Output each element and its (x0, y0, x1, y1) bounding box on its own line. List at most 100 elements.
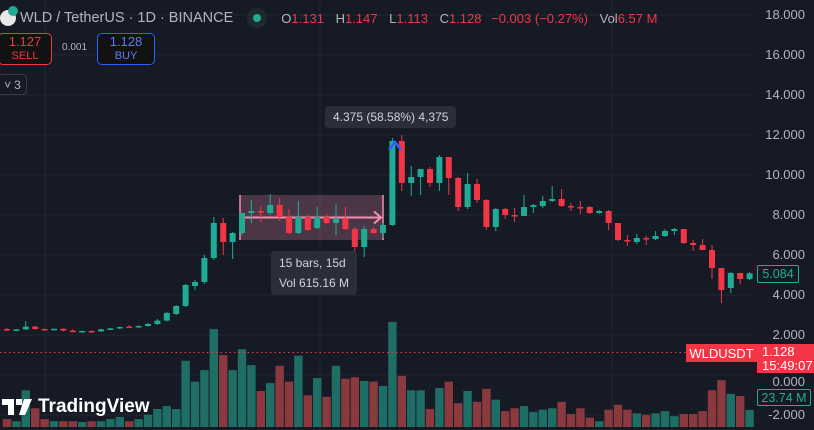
volume-bar (576, 408, 585, 427)
candle-body (417, 169, 424, 177)
candle-body (502, 209, 509, 215)
volume-bar (444, 381, 453, 427)
candle-body (530, 205, 537, 207)
candle (568, 203, 574, 211)
symbol-title[interactable]: WLD / TetherUS · 1D · BINANCE (20, 10, 234, 26)
volume-bar (96, 421, 106, 427)
grid-lines (0, 0, 752, 430)
candle (22, 321, 29, 330)
candle (248, 200, 255, 223)
candle (455, 177, 462, 211)
candle-body (333, 219, 339, 223)
price-axis-label: 0.000 (772, 374, 805, 389)
indicators-toggle-button[interactable]: ˅ 3 (0, 74, 27, 95)
candle (135, 325, 142, 328)
tradingview-logo[interactable]: TradingView (2, 396, 150, 418)
candle-body (699, 245, 706, 250)
candle-body (568, 206, 574, 208)
candle (257, 206, 264, 222)
price-axis-label: 18.000 (765, 7, 805, 22)
sell-button[interactable]: 1.127 SELL (0, 33, 52, 65)
volume-bar (360, 380, 369, 427)
low-label: L (389, 10, 397, 26)
candle-body (361, 229, 368, 247)
candle (98, 328, 104, 332)
volume-bar (388, 321, 397, 427)
candle (32, 326, 39, 330)
candle-body (107, 328, 114, 330)
volume-bar (78, 421, 87, 427)
candle (13, 329, 20, 331)
price-axis-label: 12.000 (765, 127, 805, 142)
price-axis-label: 14.000 (765, 87, 805, 102)
volume-bar (726, 393, 735, 427)
volume-bar (313, 378, 322, 427)
volume-bar (397, 375, 406, 427)
price-axis-label: 2.000 (772, 327, 805, 342)
volume-bar (679, 414, 688, 427)
candle-body (32, 326, 39, 329)
tradingview-logo-icon (2, 399, 32, 415)
candle (145, 323, 151, 327)
candle (492, 208, 499, 231)
candle-body (727, 273, 734, 288)
candle-body (267, 205, 274, 213)
spread-value: 0.001 (62, 42, 88, 53)
candle (51, 328, 57, 331)
candle-body (737, 273, 744, 279)
volume-bar (510, 408, 519, 427)
candle (699, 239, 706, 250)
volume-bar (341, 378, 350, 427)
volume-bar (519, 406, 529, 427)
candle (126, 325, 133, 329)
buy-label: BUY (114, 50, 138, 62)
candle (389, 138, 396, 226)
candle-body (746, 273, 753, 279)
candle (549, 186, 556, 202)
candle-body (248, 211, 255, 213)
candle (79, 330, 86, 333)
candle (417, 169, 424, 195)
volume-bar (482, 388, 491, 427)
candle (107, 327, 114, 330)
candle (615, 223, 621, 241)
volume-bar (736, 396, 745, 427)
candle (502, 208, 509, 219)
candle-body (41, 329, 48, 331)
candle-body (643, 238, 650, 240)
volume-bar (472, 401, 482, 427)
candle-body (680, 229, 687, 243)
candle (182, 284, 189, 307)
volume-bar (660, 411, 670, 427)
candle (474, 179, 480, 203)
measure-up-arrow-icon (388, 139, 402, 151)
candle (596, 210, 603, 214)
volume-bar (237, 349, 247, 427)
candle (427, 167, 433, 187)
candle-body (98, 329, 104, 332)
buy-button[interactable]: 1.128 BUY (97, 33, 155, 65)
volume-bar (595, 421, 604, 427)
measure-tool[interactable] (239, 195, 384, 240)
sell-price: 1.127 (8, 34, 42, 49)
volume-bar (162, 406, 171, 427)
candle (690, 240, 697, 251)
volume-bar (707, 390, 717, 427)
candle-body (182, 285, 189, 306)
market-status-icon[interactable] (247, 8, 268, 28)
candle-body (483, 200, 490, 227)
volume-bar (143, 414, 153, 427)
candle (624, 235, 631, 246)
candle-body (380, 225, 386, 233)
volume-bar (284, 381, 294, 427)
candle (229, 232, 236, 259)
price-axis-label: 4.000 (772, 287, 805, 302)
candle-body (652, 236, 659, 239)
candle-body (624, 240, 631, 242)
candle-body (229, 233, 236, 242)
candle-body (577, 207, 584, 209)
volume-bar (181, 360, 190, 427)
candle-body (539, 201, 546, 206)
high-label: H (335, 10, 345, 26)
